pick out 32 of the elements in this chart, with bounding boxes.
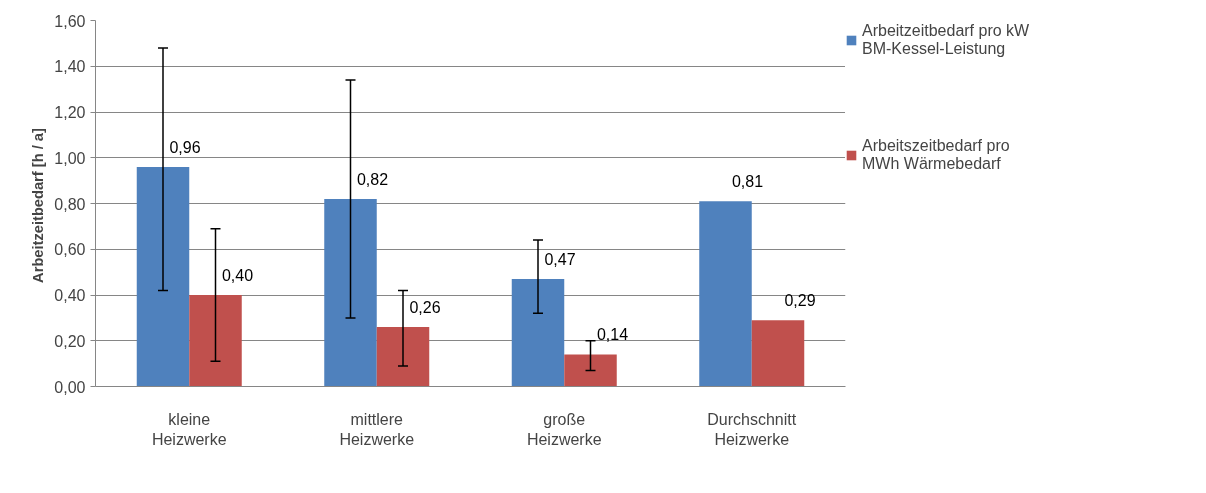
bar bbox=[324, 198, 377, 387]
data-label: 0,29 bbox=[784, 292, 816, 310]
bar bbox=[751, 320, 805, 387]
data-label: 0,47 bbox=[544, 250, 576, 268]
y-tick-label: 1,40 bbox=[54, 58, 86, 76]
x-tick-label: Durchschnitt Heizwerke bbox=[707, 410, 797, 448]
bar bbox=[136, 166, 190, 387]
data-label: 0,82 bbox=[356, 170, 389, 188]
y-tick-label: 0,00 bbox=[54, 378, 86, 396]
y-tick-label: 1,60 bbox=[54, 12, 86, 30]
y-tick-label: 1,00 bbox=[54, 149, 86, 167]
y-tick-label: 1,20 bbox=[54, 104, 86, 121]
y-axis-title: Arbeitzeitbedarf [h / a] bbox=[30, 128, 47, 283]
y-tick-label: 0,80 bbox=[54, 195, 86, 213]
x-tick-label: mittlere Heizwerke bbox=[339, 410, 415, 448]
bar bbox=[376, 327, 430, 387]
data-label: 0,14 bbox=[596, 326, 629, 344]
bar bbox=[189, 295, 242, 387]
bar bbox=[699, 201, 752, 387]
data-label: 0,26 bbox=[409, 299, 441, 317]
legend-label: Arbeitszeitbedarf pro MWh Wärmebedarf bbox=[862, 136, 1010, 174]
y-tick-label: 0,20 bbox=[54, 332, 86, 350]
y-tick-label: 0,40 bbox=[54, 287, 86, 304]
legend-label: Arbeitzeitbedarf pro kW BM-Kessel-Leistung bbox=[862, 21, 1030, 59]
data-label: 0,40 bbox=[221, 267, 254, 284]
bar bbox=[564, 354, 617, 387]
data-label: 0,81 bbox=[731, 173, 764, 191]
x-tick-label: kleine Heizwerke bbox=[151, 410, 227, 448]
y-tick-label: 0,60 bbox=[54, 241, 86, 259]
data-label: 0,96 bbox=[169, 138, 201, 156]
x-tick-label: große Heizwerke bbox=[526, 410, 602, 448]
bar bbox=[511, 278, 565, 387]
